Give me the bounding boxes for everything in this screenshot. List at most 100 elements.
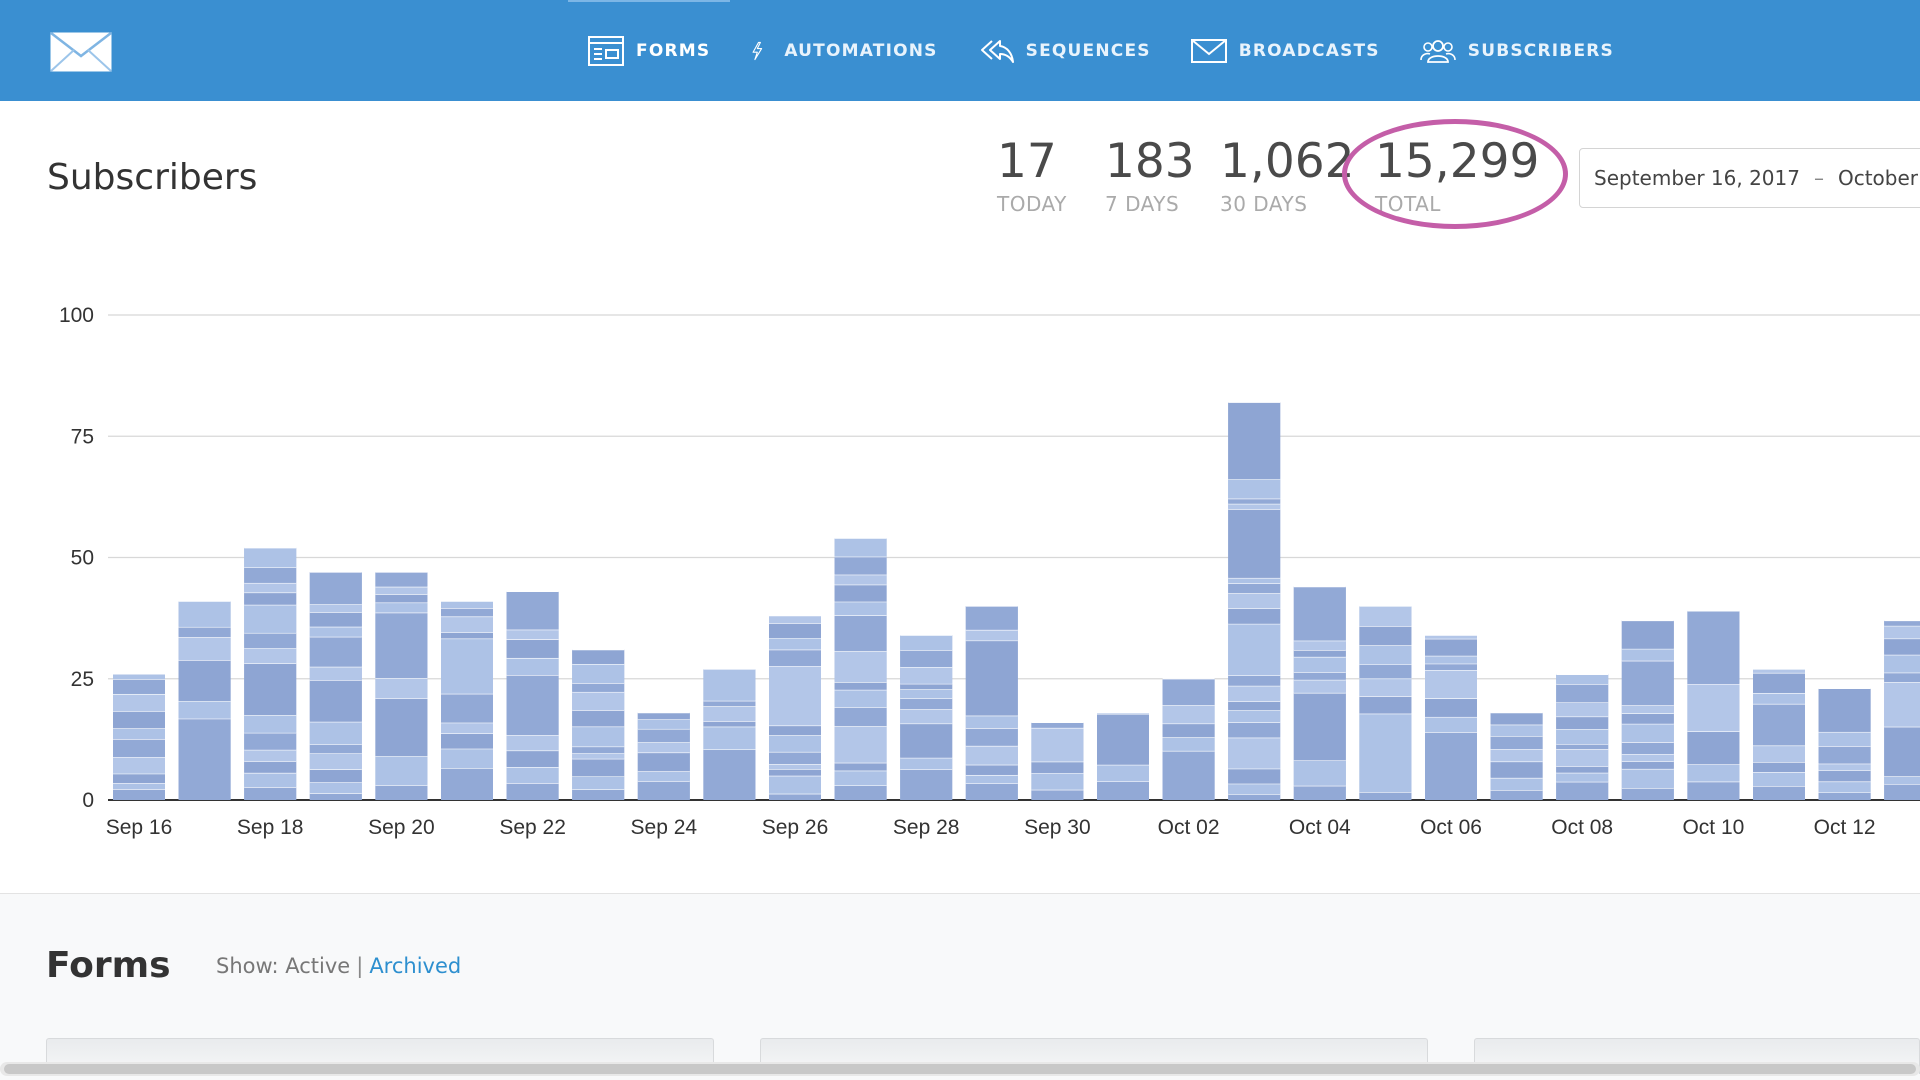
bar[interactable]: [572, 649, 625, 800]
bar-segment: [572, 753, 625, 759]
bar-segment: [572, 649, 625, 665]
bar-segment: [1556, 772, 1609, 782]
bar-segment: [178, 637, 231, 661]
bar-segment: [375, 698, 428, 757]
bar[interactable]: [1293, 586, 1346, 800]
bar[interactable]: [375, 571, 428, 800]
bar[interactable]: [1818, 687, 1871, 800]
bar-segment: [900, 769, 953, 800]
bar[interactable]: [506, 590, 559, 800]
bar[interactable]: [769, 615, 821, 800]
date-range-picker[interactable]: September 16, 2017– October: [1579, 148, 1920, 208]
bar-segment: [1293, 640, 1346, 651]
bar-segment: [1031, 773, 1084, 790]
bar[interactable]: [1753, 668, 1805, 800]
bar[interactable]: [703, 668, 756, 800]
nav-item-label: AUTOMATIONS: [784, 40, 938, 61]
bar-segment: [1293, 650, 1346, 657]
show-active-filter[interactable]: Show: Active: [216, 954, 351, 978]
bar-segment: [441, 601, 493, 609]
bar-segment: [1162, 750, 1215, 800]
bar-segment: [178, 601, 231, 627]
x-tick-label: Oct 04: [1289, 816, 1351, 839]
stat-value: 1,062: [1220, 134, 1355, 189]
bar-segment: [965, 606, 1018, 630]
bar[interactable]: [834, 537, 887, 800]
bar-segment: [1621, 754, 1674, 762]
bar-segment: [1228, 623, 1281, 676]
bar-segment: [1687, 684, 1740, 732]
bar-segment: [1621, 768, 1674, 789]
bar[interactable]: [244, 547, 297, 800]
bar-segment: [1818, 763, 1871, 771]
bar[interactable]: [1556, 673, 1609, 800]
nav-item-sequences[interactable]: SEQUENCES: [958, 0, 1171, 101]
highlight-circle-annotation: [1342, 119, 1568, 229]
bar-segment: [637, 771, 690, 782]
nav-item-automations[interactable]: AUTOMATIONS: [730, 0, 957, 101]
bar-segment: [1753, 703, 1805, 746]
forms-title: Forms: [46, 945, 171, 986]
bar[interactable]: [178, 600, 231, 800]
bar-segment: [965, 715, 1018, 729]
nav-item-subscribers[interactable]: SUBSCRIBERS: [1400, 0, 1634, 101]
bar-segment: [113, 711, 165, 729]
bar[interactable]: [1359, 605, 1412, 800]
nav-item-broadcasts[interactable]: BROADCASTS: [1171, 0, 1400, 101]
archived-link[interactable]: Archived: [369, 954, 462, 978]
horizontal-scrollbar-thumb[interactable]: [4, 1064, 1916, 1074]
bar[interactable]: [965, 605, 1018, 800]
bar-segment: [769, 735, 821, 752]
bar[interactable]: [1490, 712, 1543, 800]
bar-segment: [309, 769, 362, 783]
x-tick-label: Sep 28: [893, 816, 960, 839]
bar-segment: [244, 582, 297, 593]
bar-segment: [1621, 648, 1674, 661]
date-range-end: October: [1837, 166, 1919, 190]
bar-segment: [113, 673, 165, 680]
bar[interactable]: [1425, 634, 1477, 800]
bar-segment: [572, 710, 625, 727]
bar-segment: [113, 693, 165, 712]
bar[interactable]: [1884, 619, 1920, 800]
nav-item-forms[interactable]: FORMS: [568, 0, 731, 101]
bar[interactable]: [309, 571, 362, 800]
bar[interactable]: [1687, 610, 1740, 800]
bar-segment: [1884, 682, 1920, 727]
bar-segment: [769, 793, 821, 800]
forms-icon: [588, 35, 624, 66]
bar[interactable]: [1162, 678, 1215, 800]
bar[interactable]: [1621, 619, 1674, 800]
bar[interactable]: [441, 600, 493, 800]
bar[interactable]: [900, 634, 953, 800]
bar-segment: [1621, 761, 1674, 769]
envelope-logo-icon[interactable]: [50, 32, 112, 72]
bar-segment: [1490, 777, 1543, 791]
bar-segment: [1490, 724, 1543, 737]
bar[interactable]: [1228, 401, 1281, 800]
bar-segment: [637, 752, 690, 772]
bar[interactable]: [1097, 712, 1149, 800]
bar-segment: [834, 538, 887, 557]
bar[interactable]: [1031, 721, 1084, 800]
bar-segment: [1228, 675, 1281, 686]
page-title: Subscribers: [47, 157, 258, 198]
bar-segment: [703, 726, 756, 750]
bar[interactable]: [637, 712, 690, 800]
bar[interactable]: [113, 673, 165, 800]
bar-segment: [1425, 663, 1477, 671]
bar-segment: [1162, 705, 1215, 724]
bar-segment: [244, 749, 297, 762]
bar-segment: [965, 774, 1018, 784]
bar-segment: [1228, 701, 1281, 711]
x-tick-label: Oct 12: [1814, 816, 1876, 839]
bar-segment: [1687, 731, 1740, 765]
bar-segment: [1753, 786, 1805, 800]
bar-segment: [244, 567, 297, 583]
bar-segment: [1490, 712, 1543, 725]
x-tick-label: Oct 02: [1158, 816, 1220, 839]
bar-segment: [506, 657, 559, 676]
bar-segment: [309, 753, 362, 770]
x-tick-label: Sep 30: [1024, 816, 1091, 839]
bar-segment: [1556, 766, 1609, 773]
